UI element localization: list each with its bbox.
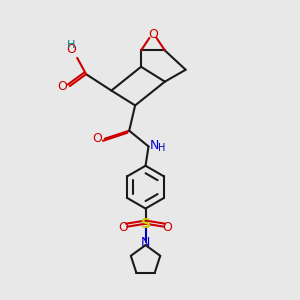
Text: O: O (148, 28, 158, 41)
Text: O: O (92, 132, 102, 145)
Text: O: O (66, 43, 76, 56)
Text: S: S (140, 217, 151, 231)
Text: O: O (58, 80, 68, 93)
Text: O: O (118, 221, 128, 234)
Text: H: H (158, 142, 166, 153)
Text: N: N (141, 236, 150, 249)
Text: O: O (163, 221, 172, 234)
Text: N: N (150, 139, 159, 152)
Text: H: H (67, 40, 76, 50)
